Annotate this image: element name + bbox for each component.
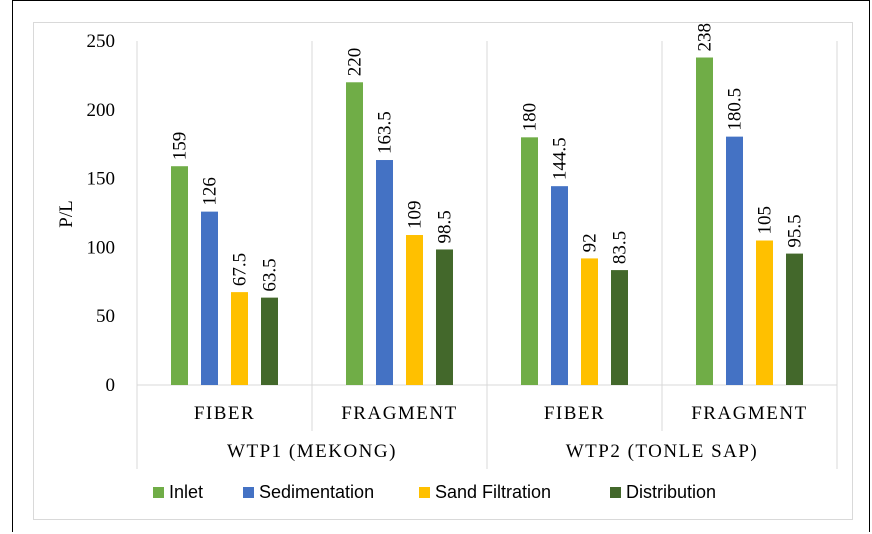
category-label-0: FIBER [194, 403, 255, 424]
data-label-2-1: 144.5 [550, 137, 571, 180]
bar-3-0 [696, 57, 713, 386]
bar-1-1 [376, 160, 393, 385]
bar-1-2 [406, 235, 423, 385]
data-label-3-2: 105 [755, 206, 776, 235]
data-label-1-1: 163.5 [375, 111, 396, 154]
bar-1-0 [346, 82, 363, 385]
bar-0-1 [201, 211, 218, 385]
data-label-1-3: 98.5 [435, 210, 456, 243]
chart-area [33, 22, 853, 520]
legend-label-0: Inlet [169, 482, 203, 502]
bar-3-2 [756, 240, 773, 385]
group-label-1: WTP2 (TONLE SAP) [566, 441, 759, 462]
y-tick-label-2: 100 [87, 237, 116, 258]
data-label-1-2: 109 [405, 201, 426, 230]
legend-swatch-3 [610, 487, 621, 498]
category-label-2: FIBER [544, 403, 605, 424]
y-tick-label-0: 0 [106, 375, 116, 396]
y-tick-label-4: 200 [87, 100, 116, 121]
category-label-3: FRAGMENT [691, 403, 808, 424]
data-label-3-3: 95.5 [785, 214, 806, 247]
data-label-2-3: 83.5 [610, 231, 631, 264]
legend-swatch-0 [153, 487, 164, 498]
data-label-3-0: 238 [695, 23, 716, 52]
y-tick-label-3: 150 [87, 169, 116, 190]
bar-3-3 [786, 253, 803, 385]
legend-label-2: Sand Filtration [435, 482, 551, 502]
data-label-0-2: 67.5 [230, 253, 251, 286]
data-label-0-1: 126 [200, 177, 221, 206]
data-label-0-0: 159 [170, 132, 191, 161]
bar-0-3 [261, 297, 278, 385]
legend-label-3: Distribution [626, 482, 716, 502]
legend-label-1: Sedimentation [259, 482, 374, 502]
data-label-1-0: 220 [345, 48, 366, 77]
data-label-2-0: 180 [520, 103, 541, 132]
bar-0-0 [171, 166, 188, 385]
y-tick-label-1: 50 [96, 306, 115, 327]
bar-2-2 [581, 258, 598, 385]
bar-3-1 [726, 136, 743, 385]
chart-frame [12, 0, 870, 532]
group-label-0: WTP1 (MEKONG) [227, 441, 397, 462]
y-axis-title: P/L [56, 200, 77, 227]
bar-2-0 [521, 137, 538, 385]
data-label-3-1: 180.5 [725, 88, 746, 131]
bar-2-3 [611, 270, 628, 385]
bar-1-3 [436, 249, 453, 385]
bar-2-1 [551, 186, 568, 385]
category-label-1: FRAGMENT [341, 403, 458, 424]
y-tick-label-5: 250 [87, 31, 116, 52]
legend-swatch-1 [243, 487, 254, 498]
data-label-2-2: 92 [580, 233, 601, 252]
legend-swatch-2 [419, 487, 430, 498]
data-label-0-3: 63.5 [260, 258, 281, 291]
bar-0-2 [231, 292, 248, 385]
